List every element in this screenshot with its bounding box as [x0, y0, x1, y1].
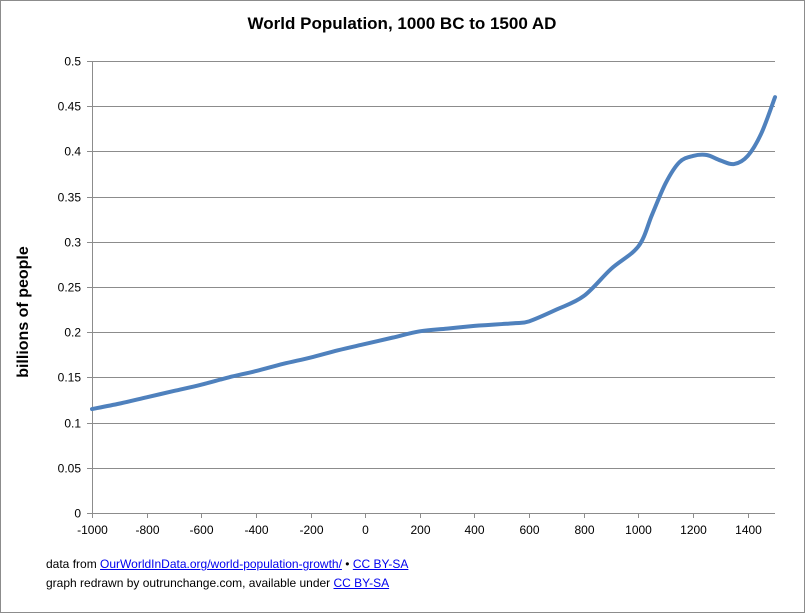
x-tick-label: -400: [244, 523, 268, 537]
data-point: [336, 348, 340, 352]
data-point: [677, 160, 681, 164]
x-tick-label: 1400: [735, 523, 762, 537]
data-point: [445, 327, 449, 331]
y-tick-label: 0.3: [64, 236, 81, 250]
y-tick-label: 0.05: [58, 462, 82, 476]
y-tick-label: 0.5: [64, 55, 81, 69]
y-tick-label: 0.1: [64, 417, 81, 431]
series-line-world-population: [90, 95, 777, 412]
data-point: [664, 181, 668, 185]
y-tick-label: 0.15: [58, 371, 82, 385]
x-tick-label: -200: [299, 523, 323, 537]
data-point: [732, 162, 736, 166]
data-point: [718, 158, 722, 162]
footer-source-line: data from OurWorldInData.org/world-popul…: [46, 557, 408, 571]
axes: [92, 61, 775, 514]
x-tick-label: 200: [410, 523, 430, 537]
data-point: [145, 395, 149, 399]
data-point: [691, 154, 695, 158]
x-tick-label: 1000: [625, 523, 652, 537]
chart-title: World Population, 1000 BC to 1500 AD: [248, 14, 557, 33]
x-tick-label: -600: [189, 523, 213, 537]
data-point: [254, 369, 258, 373]
data-point: [759, 131, 763, 135]
data-point: [227, 375, 231, 379]
x-tick-label: 600: [519, 523, 539, 537]
y-tick-label: 0.2: [64, 326, 81, 340]
x-tick-label: 400: [464, 523, 484, 537]
footer-separator: •: [341, 557, 353, 571]
series-points: [90, 95, 777, 411]
y-tick-label: 0.45: [58, 100, 82, 114]
data-point: [500, 322, 504, 326]
grid-lines: [87, 61, 775, 514]
data-point: [309, 356, 313, 360]
y-tick-label: 0.4: [64, 145, 81, 159]
data-point: [90, 407, 94, 411]
data-point: [773, 95, 777, 99]
x-tick-label: 0: [362, 523, 369, 537]
data-point: [363, 342, 367, 346]
data-point: [650, 213, 654, 217]
data-point: [486, 323, 490, 327]
x-tick-label: -1000: [77, 523, 108, 537]
data-point: [281, 362, 285, 366]
data-point: [117, 402, 121, 406]
data-point: [472, 324, 476, 328]
y-tick-label: 0.35: [58, 191, 82, 205]
x-tick-labels: -1000 -800 -600 -400 -200 0 200 400 600 800 1000 12…: [77, 523, 762, 537]
y-tick-label: 0: [74, 507, 81, 521]
data-point: [705, 153, 709, 157]
data-point: [746, 154, 750, 158]
source-link[interactable]: OurWorldInData.org/world-population-grow…: [100, 557, 342, 571]
data-point: [527, 319, 531, 323]
footer-data-prefix: data from: [46, 557, 101, 571]
footer-credit-prefix: graph redrawn by outrunchange.com, avail…: [46, 576, 334, 590]
data-point: [609, 267, 613, 271]
y-axis-label: billions of people: [15, 246, 32, 378]
y-tick-label: 0.25: [58, 281, 82, 295]
data-point: [391, 336, 395, 340]
x-tick-label: -800: [135, 523, 159, 537]
data-point: [418, 329, 422, 333]
y-tick-labels: 0 0.05 0.1 0.15 0.2 0.25 0.3 0.35 0.4 0.45 0.5: [58, 55, 82, 521]
data-point: [172, 389, 176, 393]
data-point: [554, 308, 558, 312]
footer-credit-line: graph redrawn by outrunchange.com, avail…: [46, 576, 389, 590]
data-license-link[interactable]: CC BY-SA: [352, 557, 409, 571]
x-tick-label: 800: [574, 523, 594, 537]
graph-license-link[interactable]: CC BY-SA: [333, 576, 390, 590]
data-point: [582, 294, 586, 298]
data-point: [636, 244, 640, 248]
x-tick-label: 1200: [680, 523, 707, 537]
data-point: [513, 321, 517, 325]
data-point: [199, 383, 203, 387]
x-tick-marks: [92, 513, 749, 518]
